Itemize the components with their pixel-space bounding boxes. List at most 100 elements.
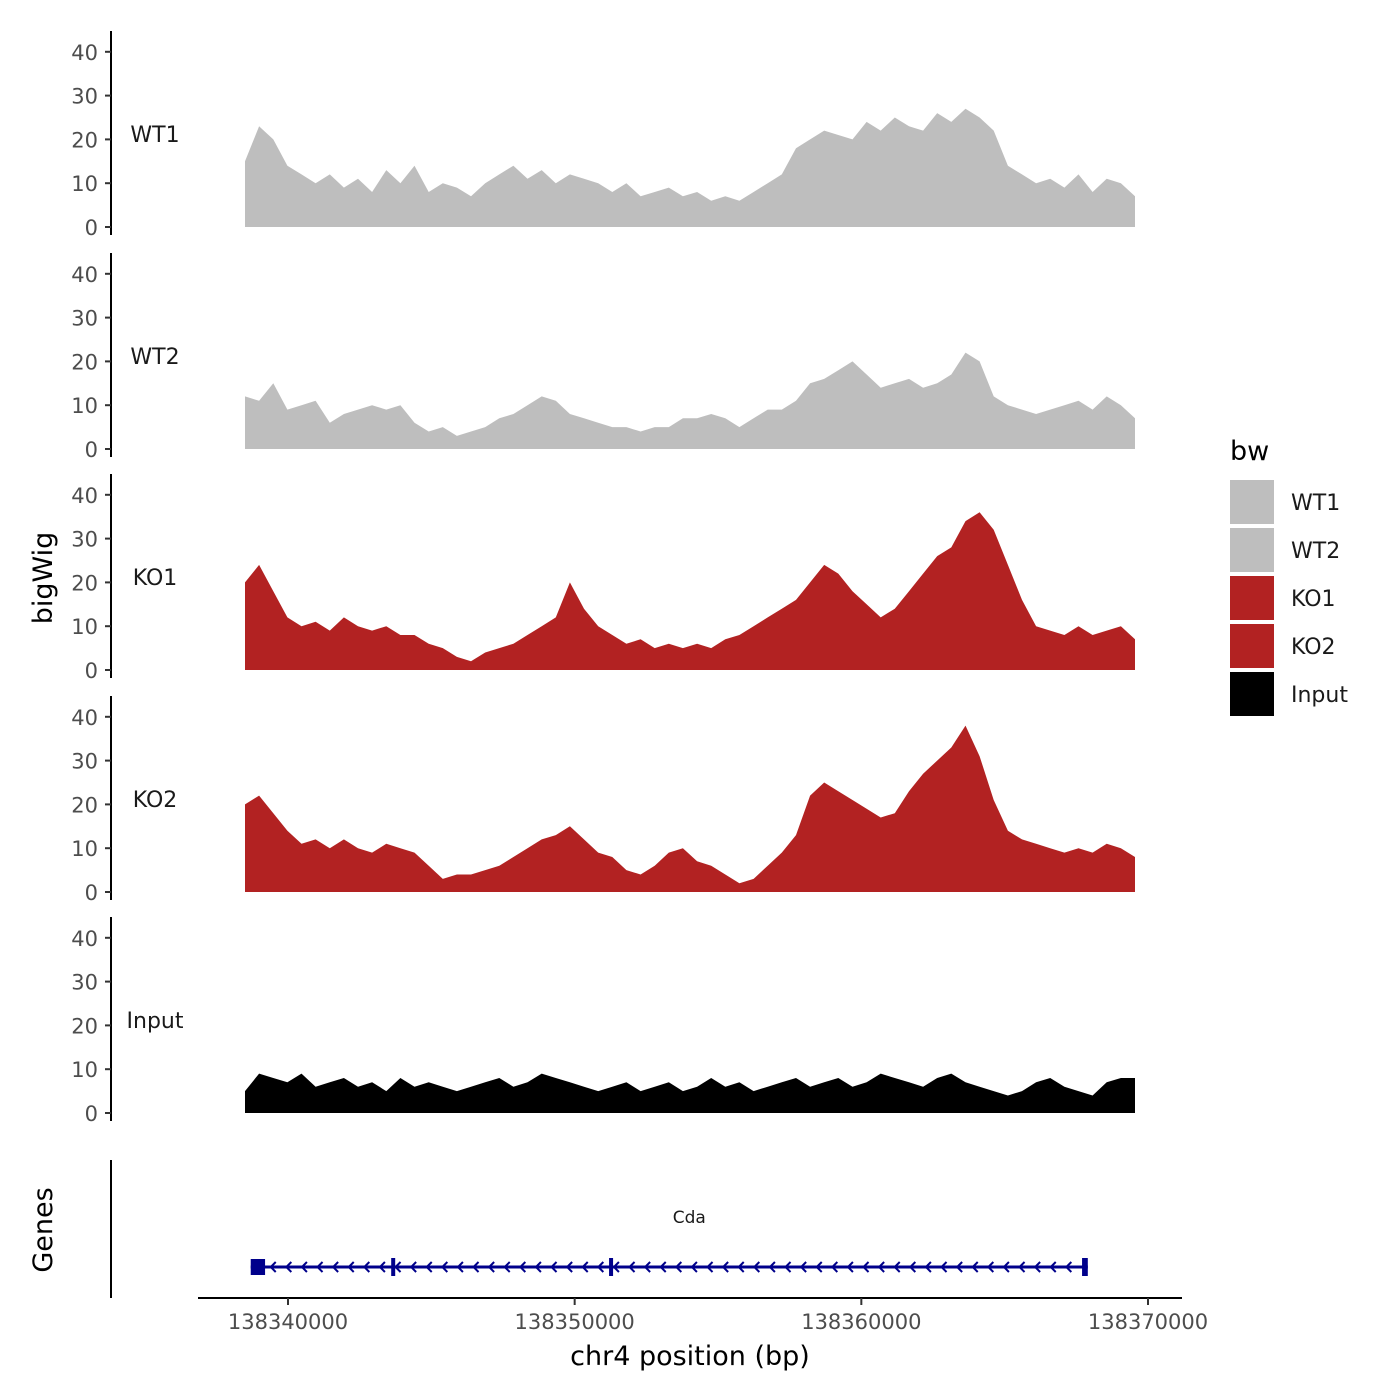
coverage-area-ko1 bbox=[245, 512, 1135, 670]
y-tick-label: 30 bbox=[71, 971, 98, 995]
strand-arrow bbox=[362, 1261, 371, 1273]
legend-swatch bbox=[1230, 480, 1274, 524]
y-tick-label: 40 bbox=[71, 706, 98, 730]
y-tick-label: 0 bbox=[85, 1102, 98, 1126]
strand-arrow bbox=[737, 1261, 745, 1273]
strand-arrow bbox=[659, 1261, 667, 1273]
coverage-area-wt2 bbox=[245, 352, 1135, 449]
strand-arrow bbox=[924, 1261, 932, 1273]
strand-arrow bbox=[815, 1261, 823, 1273]
strand-arrow bbox=[347, 1261, 355, 1273]
strand-arrow bbox=[1064, 1261, 1073, 1273]
gene-exon bbox=[391, 1258, 396, 1276]
y-tick-label: 0 bbox=[85, 659, 98, 683]
y-tick-label: 10 bbox=[71, 172, 98, 196]
y-tick-label: 40 bbox=[71, 484, 98, 508]
strand-arrow bbox=[940, 1261, 948, 1273]
y-tick-label: 0 bbox=[85, 216, 98, 240]
gene-cda: Cda bbox=[250, 1208, 1088, 1276]
y-tick-label: 30 bbox=[71, 750, 98, 774]
track-label: WT2 bbox=[130, 345, 179, 370]
legend-item-ko2: KO2 bbox=[1230, 624, 1336, 668]
strand-arrow bbox=[908, 1261, 917, 1273]
strand-arrow bbox=[425, 1261, 433, 1273]
strand-arrow bbox=[971, 1261, 979, 1273]
y-tick-label: 30 bbox=[71, 307, 98, 331]
strand-arrow bbox=[612, 1261, 620, 1273]
gene-name-label: Cda bbox=[673, 1208, 706, 1228]
strand-arrow bbox=[1049, 1261, 1057, 1273]
strand-arrow bbox=[986, 1261, 995, 1273]
strand-arrow bbox=[862, 1261, 870, 1273]
strand-arrow bbox=[300, 1261, 308, 1273]
gene-exon bbox=[250, 1259, 266, 1275]
strand-arrow bbox=[955, 1261, 963, 1273]
gene-exon bbox=[1082, 1258, 1088, 1276]
strand-arrow bbox=[690, 1261, 698, 1273]
strand-arrow bbox=[752, 1261, 761, 1273]
strand-arrow bbox=[472, 1261, 480, 1273]
y-tick-label: 0 bbox=[85, 881, 98, 905]
strand-arrow bbox=[409, 1261, 417, 1273]
strand-arrow bbox=[269, 1261, 277, 1273]
coverage-tracks: 0 10 20 30 40 WT1 0 10 20 30 40 WT2 0 10 20 30 40 KO1 0 10 2… bbox=[71, 31, 1135, 1126]
track-input: 0 10 20 30 40 Input bbox=[71, 917, 1135, 1126]
y-tick-label: 40 bbox=[71, 927, 98, 951]
strand-arrow bbox=[877, 1261, 885, 1273]
track-wt2: 0 10 20 30 40 WT2 bbox=[71, 253, 1135, 462]
y-tick-label: 20 bbox=[71, 128, 98, 152]
strand-arrow bbox=[565, 1261, 573, 1273]
legend-label: KO2 bbox=[1291, 635, 1336, 660]
y-tick-label: 20 bbox=[71, 571, 98, 595]
y-tick-label: 30 bbox=[71, 528, 98, 552]
strand-arrow bbox=[784, 1261, 792, 1273]
x-axis-title: chr4 position (bp) bbox=[570, 1341, 810, 1372]
x-tick-label: 138340000 bbox=[228, 1310, 348, 1334]
legend-title: bw bbox=[1230, 436, 1269, 467]
strand-arrow bbox=[518, 1261, 527, 1273]
x-axis: 138340000 138350000 138360000 138370000 bbox=[198, 1297, 1208, 1334]
y-tick-label: 10 bbox=[71, 837, 98, 861]
legend-label: KO1 bbox=[1291, 587, 1336, 612]
x-tick-label: 138360000 bbox=[801, 1310, 921, 1334]
coverage-area-wt1 bbox=[245, 108, 1135, 227]
track-label: WT1 bbox=[130, 123, 179, 148]
strand-arrow bbox=[830, 1261, 839, 1273]
legend-item-input: Input bbox=[1230, 672, 1348, 716]
strand-arrow bbox=[596, 1261, 605, 1273]
strand-arrow bbox=[316, 1261, 324, 1273]
legend-item-wt2: WT2 bbox=[1230, 528, 1340, 572]
strand-arrow bbox=[706, 1261, 714, 1273]
legend-swatch bbox=[1230, 672, 1274, 716]
strand-arrow bbox=[1018, 1261, 1026, 1273]
y-tick-label: 20 bbox=[71, 1014, 98, 1038]
gene-exon bbox=[609, 1258, 614, 1276]
genes-panel: Genes Cda bbox=[28, 1160, 1088, 1298]
strand-arrow bbox=[674, 1261, 683, 1273]
y-tick-label: 10 bbox=[71, 394, 98, 418]
y-tick-label: 10 bbox=[71, 1058, 98, 1082]
track-label: KO1 bbox=[133, 566, 178, 591]
strand-arrow bbox=[1033, 1261, 1041, 1273]
y-tick-label: 20 bbox=[71, 793, 98, 817]
gene-models: Cda bbox=[250, 1208, 1088, 1276]
strand-arrow bbox=[628, 1261, 636, 1273]
legend-label: Input bbox=[1291, 683, 1348, 708]
coverage-area-input bbox=[245, 1073, 1135, 1113]
y-tick-label: 40 bbox=[71, 263, 98, 287]
strand-arrow bbox=[581, 1261, 589, 1273]
legend-item-ko1: KO1 bbox=[1230, 576, 1336, 620]
coverage-area-ko2 bbox=[245, 725, 1135, 892]
track-label: KO2 bbox=[133, 788, 178, 813]
y-tick-label: 10 bbox=[71, 615, 98, 639]
strand-arrow bbox=[456, 1261, 464, 1273]
track-ko2: 0 10 20 30 40 KO2 bbox=[71, 696, 1135, 905]
legend-swatch bbox=[1230, 624, 1274, 668]
strand-arrow bbox=[378, 1261, 386, 1273]
strand-arrow bbox=[643, 1261, 651, 1273]
strand-arrow bbox=[846, 1261, 854, 1273]
x-tick-label: 138370000 bbox=[1088, 1310, 1208, 1334]
strand-arrow bbox=[1002, 1261, 1010, 1273]
legend-swatch bbox=[1230, 528, 1274, 572]
strand-arrow bbox=[768, 1261, 776, 1273]
